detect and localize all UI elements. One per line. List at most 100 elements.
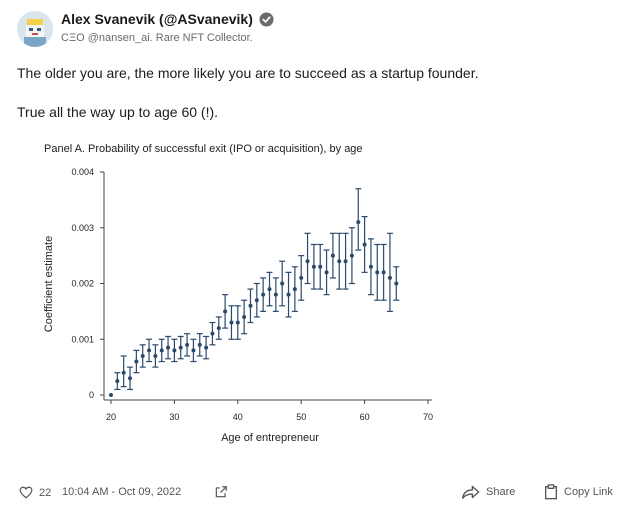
data-point <box>279 260 286 307</box>
y-tick-label: 0.003 <box>71 223 94 233</box>
chart-title: Panel A. Probability of successful exit … <box>44 143 363 155</box>
share-arrow-icon <box>462 485 480 499</box>
data-point <box>190 338 197 363</box>
data-point <box>361 216 368 273</box>
point-marker <box>121 370 126 375</box>
point-marker <box>299 275 304 280</box>
x-tick-label: 50 <box>296 412 306 422</box>
point-marker <box>394 281 399 286</box>
point-marker <box>311 264 316 269</box>
point-marker <box>166 345 171 350</box>
data-point <box>336 232 343 290</box>
data-point <box>215 316 222 340</box>
data-point <box>380 243 387 301</box>
x-axis-label: Age of entrepreneur <box>221 432 319 444</box>
data-point <box>291 266 298 312</box>
data-point <box>133 349 140 374</box>
tweet-text-line-1: The older you are, the more likely you a… <box>17 65 479 81</box>
share-button[interactable]: Share <box>462 485 515 499</box>
point-marker <box>242 314 247 319</box>
data-point <box>146 338 153 363</box>
x-tick-label: 60 <box>360 412 370 422</box>
point-marker <box>356 220 361 225</box>
heart-icon <box>19 486 33 499</box>
point-marker <box>267 287 272 292</box>
tweet-text-line-2: True all the way up to age 60 (!). <box>17 104 219 120</box>
chart: 0 0.001 0.002 0.003 0.004 20 30 40 50 60 70 Coeff… <box>43 167 433 444</box>
point-marker <box>254 298 259 303</box>
data-point <box>139 344 146 368</box>
point-marker <box>387 275 392 280</box>
point-marker <box>153 353 158 358</box>
data-point <box>348 227 355 285</box>
point-marker <box>172 348 177 353</box>
data-point <box>317 243 324 290</box>
tweet-footer: 22 10:04 AM - Oct 09, 2022 Share Copy Li… <box>0 484 635 504</box>
data-point <box>241 299 248 335</box>
tweet-timestamp[interactable]: 10:04 AM - Oct 09, 2022 <box>62 486 181 498</box>
copy-link-button[interactable]: Copy Link <box>544 484 613 500</box>
point-marker <box>223 309 228 314</box>
point-marker <box>381 270 386 275</box>
point-marker <box>375 270 380 275</box>
data-point <box>253 282 260 318</box>
y-tick-label: 0.004 <box>71 167 94 177</box>
data-point <box>177 335 184 360</box>
clipboard-icon <box>545 484 557 500</box>
point-marker <box>324 270 329 275</box>
data-point <box>228 305 235 340</box>
like-count: 22 <box>39 486 52 499</box>
point-marker <box>204 345 209 350</box>
point-marker <box>280 281 285 286</box>
data-points <box>109 188 400 397</box>
data-point <box>127 366 134 391</box>
author-name[interactable]: Alex Svanevik (@ASvanevik) <box>61 11 253 27</box>
data-point <box>355 188 362 251</box>
data-point <box>285 271 292 318</box>
point-marker <box>248 303 253 308</box>
point-marker <box>349 253 354 258</box>
data-point <box>109 393 113 397</box>
external-link-icon <box>215 486 227 498</box>
point-marker <box>273 292 278 297</box>
point-marker <box>185 342 190 347</box>
share-label: Share <box>486 486 516 498</box>
data-point <box>367 238 374 296</box>
x-tick-label: 40 <box>233 412 243 422</box>
point-marker <box>134 359 139 364</box>
data-point <box>171 338 178 363</box>
copy-link-label: Copy Link <box>564 486 613 498</box>
data-point <box>393 266 400 301</box>
avatar-image <box>17 11 53 47</box>
data-point <box>165 335 172 360</box>
point-marker <box>362 242 367 247</box>
point-marker <box>368 264 373 269</box>
data-point <box>304 232 311 285</box>
point-marker <box>343 259 348 264</box>
y-ticks: 0 0.001 0.002 0.003 0.004 <box>71 167 104 400</box>
data-point <box>114 372 121 391</box>
point-marker <box>337 259 342 264</box>
data-point <box>342 232 349 290</box>
point-marker <box>318 264 323 269</box>
x-tick-label: 70 <box>423 412 433 422</box>
point-marker <box>235 320 240 325</box>
data-point <box>310 243 317 290</box>
point-marker <box>128 376 133 381</box>
like-button[interactable]: 22 <box>19 486 51 499</box>
data-point <box>209 321 216 346</box>
point-marker <box>261 292 266 297</box>
open-external-button[interactable] <box>214 485 234 499</box>
x-tick-label: 30 <box>169 412 179 422</box>
verified-badge-icon <box>259 11 274 27</box>
author-bio: CΞO @nansen_ai. Rare NFT Collector. <box>61 32 253 44</box>
avatar[interactable] <box>17 11 53 47</box>
data-point <box>323 249 330 296</box>
point-marker <box>140 353 145 358</box>
point-marker <box>159 348 164 353</box>
data-point <box>158 338 165 363</box>
y-tick-label: 0.002 <box>71 279 94 289</box>
data-point <box>203 335 210 360</box>
y-axis-label: Coefficient estimate <box>43 236 55 332</box>
data-point <box>120 355 127 388</box>
